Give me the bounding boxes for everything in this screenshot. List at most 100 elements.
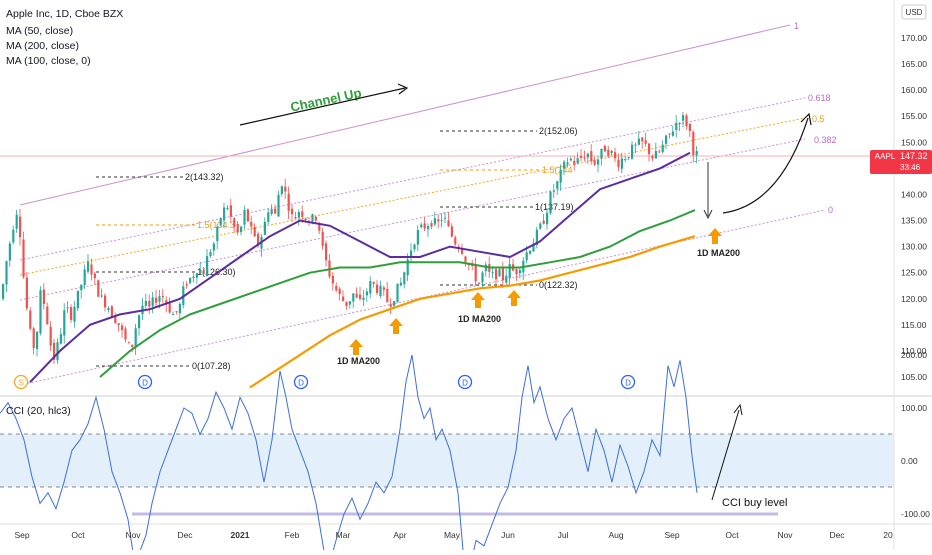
candle-body (433, 218, 436, 225)
candle-body (573, 160, 576, 165)
candle-body (359, 294, 362, 299)
candle-body (464, 256, 467, 262)
candle-body (5, 261, 8, 285)
ma200-label-1: 1D MA200 (337, 356, 380, 366)
indicator-ma200-label[interactable]: MA (200, close) (6, 40, 79, 52)
ma100-line (99, 209, 696, 378)
candle-body (46, 306, 49, 325)
candle-body (250, 221, 253, 227)
dividend-marker-2[interactable] (293, 374, 309, 390)
candle-body (491, 272, 494, 274)
candle-body (226, 207, 229, 209)
time-axis-tick: 2021 (231, 530, 250, 540)
split-marker[interactable] (13, 374, 29, 390)
time-axis-tick: Apr (393, 530, 406, 540)
candle-body (631, 144, 634, 159)
candle-body (369, 281, 372, 294)
candle-body (32, 328, 35, 349)
candlestick-series (2, 111, 698, 365)
candle-body (80, 284, 83, 291)
cci-axis-tick: 200.00 (901, 350, 927, 360)
indicator-ma100-label[interactable]: MA (100, close, 0) (6, 55, 91, 67)
candle-body (450, 226, 453, 237)
support-arrow (708, 228, 722, 244)
cci-indicator-label[interactable]: CCI (20, hlc3) (6, 405, 71, 417)
candle-body (580, 155, 583, 158)
cci-axis-tick: -100.00 (901, 509, 930, 519)
candle-body (481, 272, 484, 283)
candle-body (484, 264, 487, 272)
channel-line-05 (19, 117, 806, 276)
candle-body (311, 214, 314, 222)
candle-body (365, 291, 368, 296)
time-axis-tick: Nov (777, 530, 793, 540)
ticker-badge-price-bg (896, 150, 932, 174)
candle-body (19, 216, 22, 238)
candle-body (172, 314, 175, 316)
channel-up-arrowhead (397, 83, 409, 95)
time-axis-tick: May (444, 530, 461, 540)
candle-body (406, 259, 409, 276)
fib-extension-2: 0(122.32) 1(137.19) 1.5(144 2(152.06) (440, 126, 578, 290)
candle-body (539, 223, 542, 229)
channel-up-arrow (239, 87, 406, 126)
price-axis-tick: 135.00 (901, 216, 927, 226)
price-axis-tick: 140.00 (901, 189, 927, 199)
fib-label-0-a: 0(107.28) (192, 361, 231, 371)
support-arrow (389, 318, 403, 334)
cci-buy-level-label: CCI buy level (722, 497, 787, 509)
candle-body (36, 331, 39, 349)
candle-body (8, 243, 11, 261)
candle-body (199, 269, 202, 274)
candle-body (168, 303, 171, 313)
candle-body (617, 159, 620, 168)
time-axis[interactable]: Sep Oct Nov Dec 2021 Feb Mar Apr May Jun Jul Aug Sep… (14, 530, 893, 540)
candle-body (185, 284, 188, 286)
candle-body (131, 344, 134, 347)
candle-body (678, 123, 681, 125)
dividend-marker-1[interactable] (137, 374, 153, 390)
candle-body (274, 208, 277, 214)
channel-fib-label-0382: 0.382 (814, 135, 837, 145)
candle-body (413, 244, 416, 250)
indicator-ma50-label[interactable]: MA (50, close) (6, 25, 73, 37)
time-axis-tick: Jun (501, 530, 515, 540)
candle-body (498, 269, 501, 277)
time-axis-tick: Sep (14, 530, 29, 540)
candle-body (651, 155, 654, 159)
candle-body (542, 220, 545, 224)
dividend-marker-3[interactable] (457, 374, 473, 390)
candle-body (104, 295, 107, 308)
candle-body (627, 157, 630, 159)
currency-tag[interactable] (901, 4, 927, 20)
candle-body (559, 169, 562, 183)
candle-body (641, 137, 644, 142)
candle-body (22, 239, 25, 278)
candle-body (396, 283, 399, 303)
candle-body (155, 297, 158, 303)
candle-body (165, 300, 168, 305)
rebound-arrow (722, 117, 809, 214)
support-arrow (507, 290, 521, 306)
candle-body (671, 131, 674, 136)
support-arrow (471, 292, 485, 308)
candle-body (277, 194, 280, 217)
price-axis-tick: 150.00 (901, 137, 927, 147)
candle-body (335, 285, 338, 291)
rebound-arrowhead (800, 112, 812, 126)
candle-body (607, 149, 610, 156)
candle-body (563, 161, 566, 169)
fib-label-15-a: 1.5(134.3 (197, 220, 235, 230)
event-markers[interactable]: S D D D D (13, 374, 636, 390)
dividend-marker-3-label: D (462, 379, 468, 388)
dividend-marker-4[interactable] (620, 374, 636, 390)
candle-body (314, 216, 317, 221)
ma200-line (249, 235, 696, 389)
candle-body (301, 211, 304, 217)
time-axis-tick: Sep (664, 530, 679, 540)
symbol-title: Apple Inc, 1D, Cboe BZX (6, 8, 123, 20)
candle-body (348, 301, 351, 305)
